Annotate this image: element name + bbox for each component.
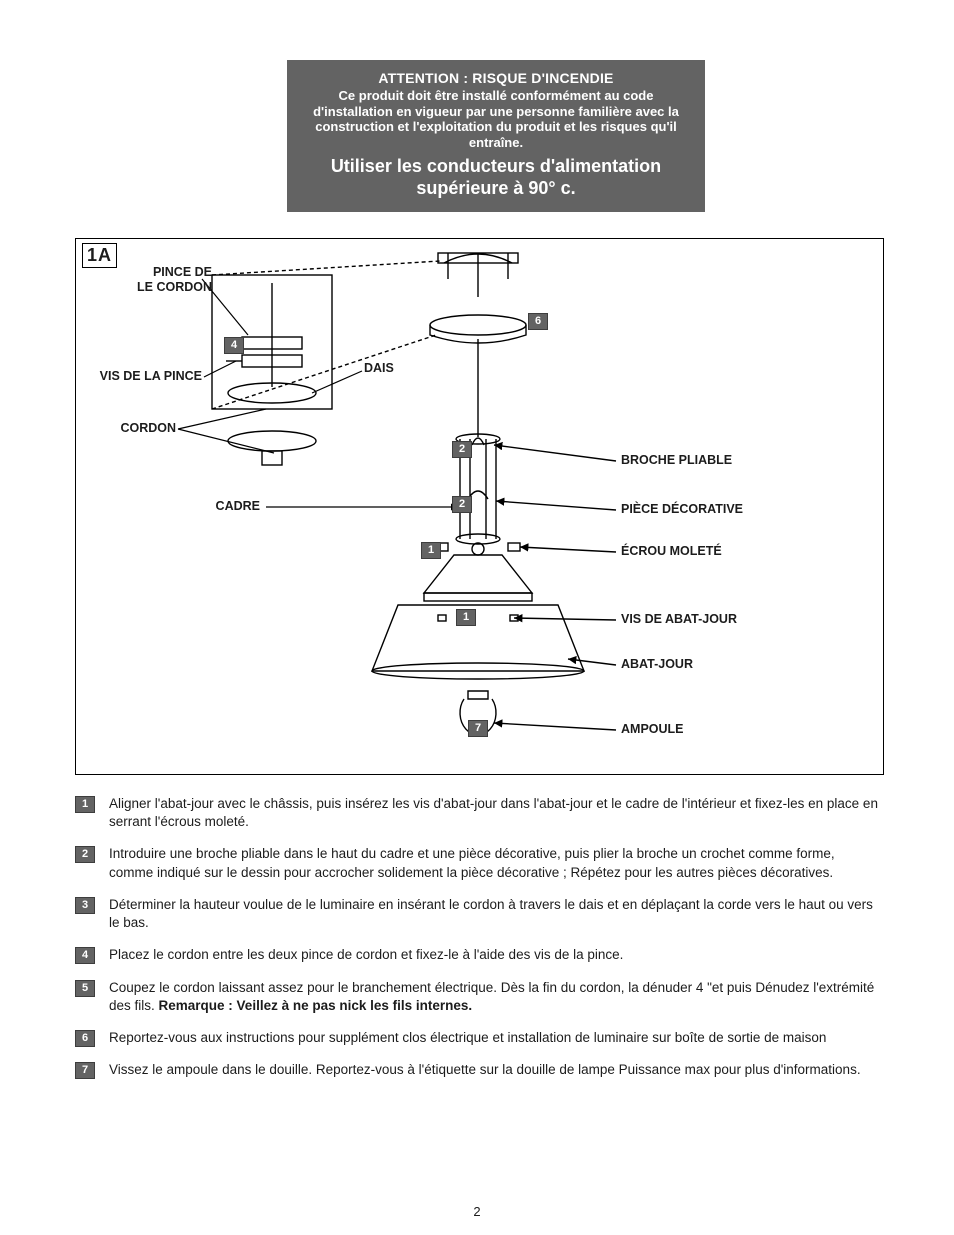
step-badge: 2 [75,846,95,863]
fig-badge-1b: 1 [456,609,476,626]
step-text: Vissez le ampoule dans le douille. Repor… [109,1061,882,1079]
callout-ecrou: ÉCROU MOLETÉ [621,544,722,558]
fig-badge-7: 7 [468,720,488,737]
step-2: 2 Introduire une broche pliable dans le … [75,845,882,881]
callout-vis-abat: VIS DE ABAT-JOUR [621,612,737,626]
fig-badge-6: 6 [528,313,548,330]
callout-dais: DAIS [364,361,394,375]
callout-piece-deco: PIÈCE DÉCORATIVE [621,502,743,516]
step-4: 4 Placez le cordon entre les deux pince … [75,946,882,964]
warning-box: ATTENTION : RISQUE D'INCENDIE Ce produit… [287,60,705,212]
callout-le-cordon: LE CORDON [118,280,212,294]
step-5-bold: Remarque : Veillez à ne pas nick les fil… [155,998,472,1013]
step-7: 7 Vissez le ampoule dans le douille. Rep… [75,1061,882,1079]
step-badge: 3 [75,897,95,914]
step-3: 3 Déterminer la hauteur voulue de le lum… [75,896,882,932]
page: ATTENTION : RISQUE D'INCENDIE Ce produit… [0,0,954,1235]
step-text: Placez le cordon entre les deux pince de… [109,946,882,964]
callout-cadre: CADRE [204,499,260,513]
step-text: Reportez-vous aux instructions pour supp… [109,1029,882,1047]
warning-title: ATTENTION : RISQUE D'INCENDIE [301,70,691,86]
callout-cordon: CORDON [110,421,176,435]
callout-vis-pince: VIS DE LA PINCE [86,369,202,383]
callout-abat-jour: ABAT-JOUR [621,657,693,671]
lamp-diagram [76,239,883,774]
step-badge: 5 [75,980,95,997]
step-5: 5 Coupez le cordon laissant assez pour l… [75,979,882,1015]
step-text: Coupez le cordon laissant assez pour le … [109,979,882,1015]
step-badge: 1 [75,796,95,813]
step-badge: 6 [75,1030,95,1047]
step-6: 6 Reportez-vous aux instructions pour su… [75,1029,882,1047]
fig-badge-2b: 2 [452,496,472,513]
callout-ampoule: AMPOULE [621,722,684,736]
warning-sub: Utiliser les conducteurs d'alimentation … [301,156,691,199]
fig-badge-2a: 2 [452,441,472,458]
figure-box: 1A [75,238,884,775]
step-text: Aligner l'abat-jour avec le châssis, pui… [109,795,882,831]
step-badge: 7 [75,1062,95,1079]
fig-badge-1a: 1 [421,542,441,559]
callout-broche: BROCHE PLIABLE [621,453,732,467]
step-1: 1 Aligner l'abat-jour avec le châssis, p… [75,795,882,831]
fig-badge-4: 4 [224,337,244,354]
page-number: 2 [0,1204,954,1219]
step-badge: 4 [75,947,95,964]
step-text: Introduire une broche pliable dans le ha… [109,845,882,881]
warning-body: Ce produit doit être installé conforméme… [301,88,691,150]
step-text: Déterminer la hauteur voulue de le lumin… [109,896,882,932]
callout-pince-de: PINCE DE [134,265,212,279]
steps-list: 1 Aligner l'abat-jour avec le châssis, p… [75,795,882,1093]
